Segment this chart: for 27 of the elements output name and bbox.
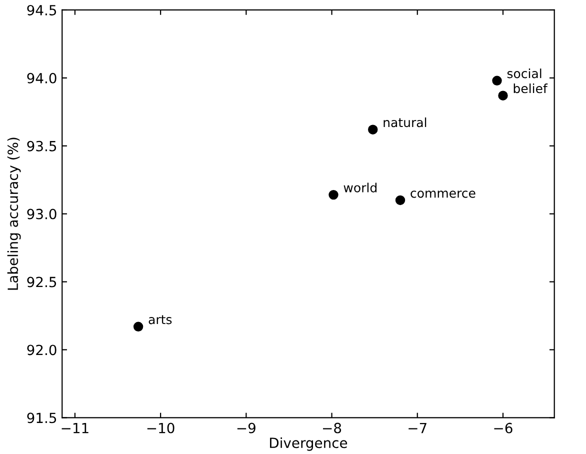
annotation: arts [148,315,172,324]
y-axis-title: Labeling accuracy (%) [7,138,21,290]
x-tick-label: −7 [408,422,426,434]
x-tick-label: −9 [237,422,256,434]
y-tick-label: 92.0 [27,344,56,356]
point [133,322,144,332]
y-tick-label: 93.5 [27,140,56,152]
x-axis-title: Divergence [270,437,348,451]
y-tick-label: 94.0 [27,72,56,84]
x-tick-label: −8 [323,422,342,434]
point [395,195,406,206]
x-tick-label: −11 [62,422,88,434]
point [368,124,378,134]
y-tick-label: 93.0 [27,208,56,220]
y-tick-label: 91.5 [27,412,56,424]
annotation: social [507,68,542,78]
x-tick-label: −10 [147,422,174,434]
x-tick-label: −6 [494,422,512,434]
y-tick-label: 94.5 [27,4,56,16]
point [328,190,338,200]
y-tick-label: 92.5 [27,276,56,288]
point [498,90,508,100]
annotation: commerce [410,190,476,198]
point [492,76,502,86]
annotation: world [344,182,376,192]
annotation: natural [384,117,426,128]
annotation: belief [514,84,548,94]
